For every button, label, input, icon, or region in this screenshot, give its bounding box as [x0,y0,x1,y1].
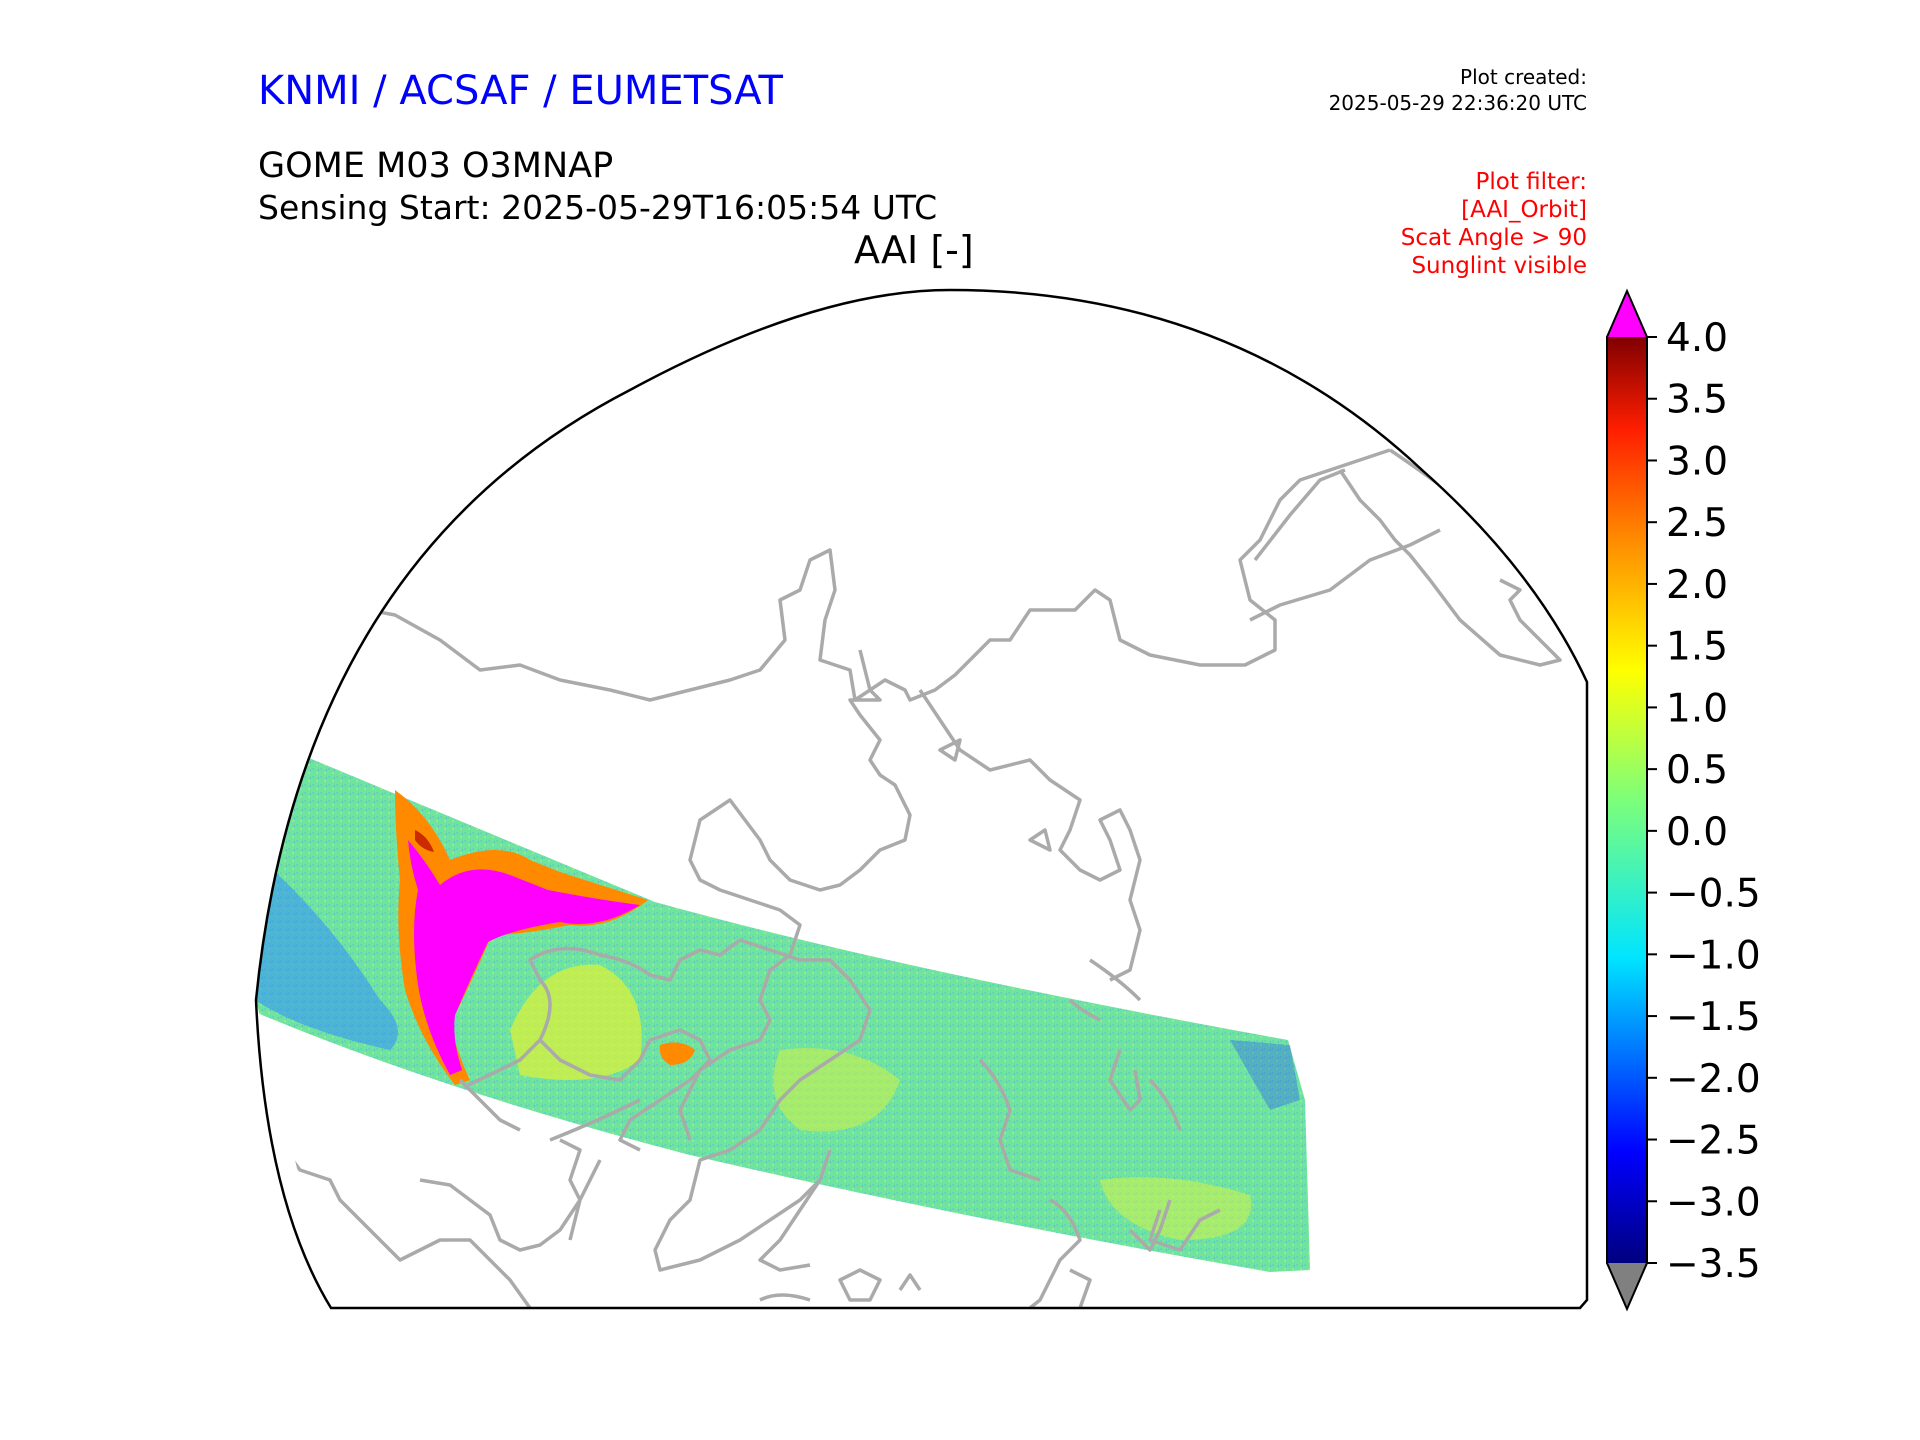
colorbar-tick-label: −2.0 [1666,1057,1761,1102]
coastline [918,689,1142,982]
coastline [367,448,1391,702]
colorbar-tick-label: 1.0 [1666,686,1728,731]
plot-filter-item: Scat Angle > 90 [1400,225,1587,251]
plot-created-label: Plot created: [1460,65,1587,89]
aai-swath [256,748,1310,1272]
plot-filter-item: Sunglint visible [1411,253,1587,279]
coastlines [283,448,1562,1308]
aai-plume-high [395,790,648,1085]
colorbar-tick-label: −3.5 [1666,1242,1761,1287]
coastline [678,649,912,1141]
coastline [838,1268,922,1302]
map-boundary [254,288,1589,1310]
coastline [1148,1208,1221,1252]
organisation-title: KNMI / ACSAF / EUMETSAT [258,68,783,114]
swath-yellow-region [773,1048,900,1132]
coastline [458,1078,641,1142]
colorbar-tick-label: 3.0 [1666,439,1728,484]
swath-noisy-edge [1230,1040,1300,1110]
coastline [1338,469,1562,667]
colorbar-extend-max [1607,291,1647,337]
coastline [1068,958,1142,1022]
plot-filter-label: Plot filter: [1475,169,1587,195]
colorbar-tick-label: −0.5 [1666,872,1761,917]
coastline [938,738,1052,852]
plot-created-value: 2025-05-29 22:36:20 UTC [1328,91,1587,115]
colorbar-tick-label: 0.5 [1666,748,1728,793]
swath-yellow-region [510,964,642,1080]
swath-low-values-west [256,860,398,1050]
plot-filter: Plot filter: [AAI_Orbit] Scat Angle > 90… [1401,168,1587,280]
coastline [419,1138,602,1252]
coastline [1028,1198,1092,1308]
colorbar-tick-label: 1.5 [1666,625,1728,670]
coastline [978,1049,1142,1182]
plot-title: AAI [-] [854,228,974,272]
colorbar-tick-label: −1.5 [1666,995,1761,1040]
coastline [283,1148,532,1308]
coastline [467,938,872,1272]
coastline [758,1149,832,1302]
plot-created: Plot created: 2025-05-29 22:36:20 UTC [1329,64,1587,116]
aai-plume-extreme [408,840,640,1075]
product-title: GOME M03 O3MNAP [258,146,614,186]
aai-plume-hotspot [415,830,434,852]
colorbar-tick-label: 3.5 [1666,378,1728,423]
colorbar: 4.0 3.5 3.0 2.5 2.0 1.5 1.0 0.5 0.0 −0.5 −1.0 −1.5 −… [1606,288,1761,1312]
colorbar-tick-label: −1.0 [1666,933,1761,978]
coastline [1249,528,1441,622]
colorbar-ticks: 4.0 3.5 3.0 2.5 2.0 1.5 1.0 0.5 0.0 −0.5 −1.0 −1.5 −… [1647,316,1761,1287]
aai-hotspot [659,1042,695,1065]
colorbar-tick-label: 4.0 [1666,316,1728,361]
colorbar-tick-label: −3.0 [1666,1180,1761,1225]
colorbar-tick-label: −2.5 [1666,1119,1761,1164]
coastline [1253,448,1462,562]
plot-filter-item: [AAI_Orbit] [1461,197,1587,223]
colorbar-gradient [1607,337,1647,1263]
colorbar-tick-label: 0.0 [1666,810,1728,855]
coastline [538,1028,712,1152]
swath-yellow-region [1100,1177,1252,1240]
sensing-start: Sensing Start: 2025-05-29T16:05:54 UTC [258,188,938,227]
colorbar-tick-label: 2.0 [1666,563,1728,608]
colorbar-extend-min [1607,1263,1647,1309]
colorbar-tick-label: 2.5 [1666,501,1728,546]
